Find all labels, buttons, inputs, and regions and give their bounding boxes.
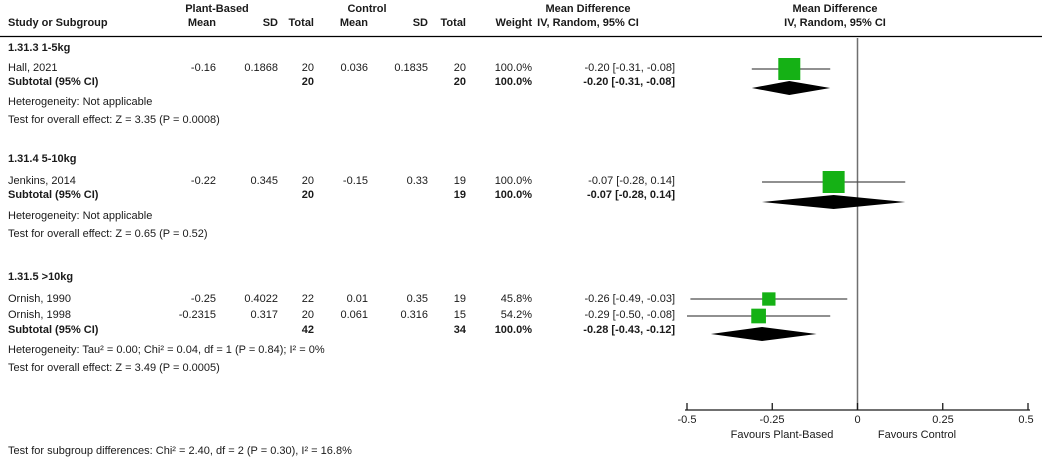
study-name: Jenkins, 2014 [8,175,76,187]
effect-square [762,292,776,306]
md-plot-column-title: Mean Difference [792,3,878,15]
col-total-plant: Total [288,17,314,29]
study-name: Ornish, 1998 [8,309,71,321]
subtotal-diamond [751,81,831,95]
group-header-control: Control [347,3,387,15]
overall-effect-note: Test for overall effect: Z = 3.49 (P = 0… [8,362,220,374]
heterogeneity-note: Heterogeneity: Not applicable [8,210,153,222]
axis-tick-label: 0.5 [1018,414,1034,426]
col-total-control: Total [440,17,466,29]
md-text-column-subtitle: IV, Random, 95% CI [537,17,639,29]
subgroup-difference-note: Test for subgroup differences: Chi² = 2.… [8,445,352,457]
subgroup-label: 1.31.4 5-10kg [8,153,77,165]
effect-square [822,171,845,193]
col-mean-plant: Mean [187,17,216,29]
ci-text: -0.29 [-0.50, -0.08] [584,309,676,321]
subtotal-row: Subtotal (95% CI) 20 19 100.0% -0.07 [-0… [8,189,675,201]
subtotal-diamond [762,195,906,209]
ci-text: -0.20 [-0.31, -0.08] [583,76,675,88]
axis-tick-label: -0.25 [759,414,785,426]
group-header-plant-based: Plant-Based [185,3,249,15]
heterogeneity-note: Heterogeneity: Not applicable [8,96,153,108]
md-text-column-title: Mean Difference [545,3,631,15]
axis-tick-label: 0.25 [932,414,954,426]
overall-effect-note: Test for overall effect: Z = 0.65 (P = 0… [8,228,208,240]
subtotal-row: Subtotal (95% CI) 42 34 100.0% -0.28 [-0… [8,324,675,336]
ci-text: -0.20 [-0.31, -0.08] [584,62,676,74]
subtotal-diamond [710,327,817,341]
study-row: Hall, 2021 -0.16 0.1868 20 0.036 0.1835 … [8,62,676,74]
col-sd-control: SD [412,17,428,29]
col-mean-control: Mean [339,17,368,29]
axis-tick-label: 0 [854,414,861,426]
study-row: Ornish, 1990 -0.25 0.4022 22 0.01 0.35 1… [8,293,676,305]
ci-text: -0.07 [-0.28, 0.14] [588,175,675,187]
favours-right-label: Favours Control [877,429,957,441]
effect-square [778,58,801,80]
column-header-row: Study or Subgroup Mean SD Total Mean SD … [0,17,700,30]
study-row: Ornish, 1998 -0.2315 0.317 20 0.061 0.31… [8,309,676,321]
heterogeneity-note: Heterogeneity: Tau² = 0.00; Chi² = 0.04,… [8,344,325,356]
col-sd-plant: SD [262,17,278,29]
ci-text: -0.26 [-0.49, -0.03] [584,293,676,305]
subgroup-label: 1.31.3 1-5kg [8,42,71,54]
ci-text: -0.07 [-0.28, 0.14] [586,189,675,201]
study-name: Ornish, 1990 [8,293,71,305]
axis-tick-label: -0.5 [677,414,697,426]
effect-square [751,308,766,324]
overall-effect-note: Test for overall effect: Z = 3.35 (P = 0… [8,114,220,126]
md-plot-column-subtitle: IV, Random, 95% CI [784,17,886,29]
col-weight: Weight [495,17,532,29]
ci-text: -0.28 [-0.43, -0.12] [583,324,675,336]
subgroup-label: 1.31.5 >10kg [8,271,74,283]
col-study-or-subgroup: Study or Subgroup [8,17,108,29]
favours-left-label: Favours Plant-Based [730,429,834,441]
study-row: Jenkins, 2014 -0.22 0.345 20 -0.15 0.33 … [8,175,675,187]
study-name: Hall, 2021 [8,62,58,74]
subtotal-row: Subtotal (95% CI) 20 20 100.0% -0.20 [-0… [8,76,675,88]
